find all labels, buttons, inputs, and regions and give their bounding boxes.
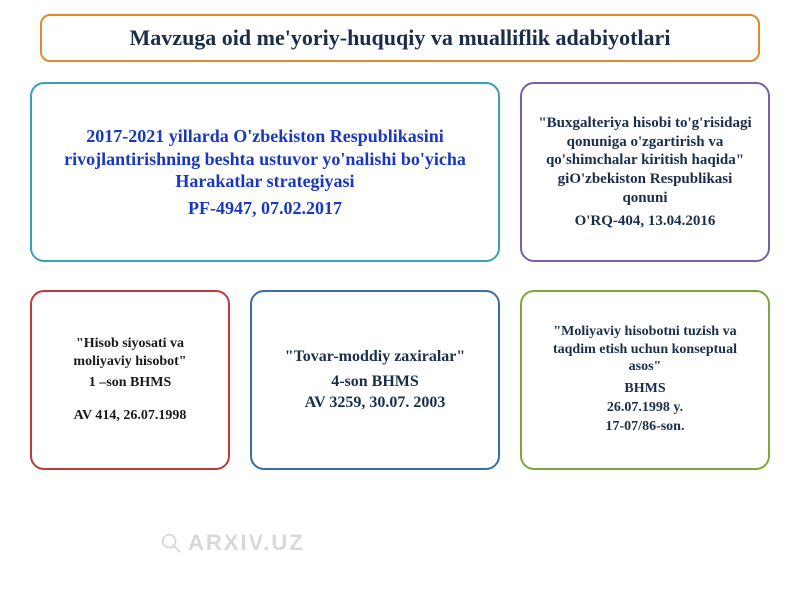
card-ref: PF-4947, 07.02.2017 (188, 197, 342, 220)
card-line: 4-son BHMS (331, 371, 419, 393)
card-title: "Tovar-moddiy zaxiralar" (285, 347, 466, 367)
card-title: "Hisob siyosati va moliyaviy hisobot" (46, 335, 214, 370)
card-accounting-law: "Buxgalteriya hisobi to'g'risidagi qonun… (520, 82, 770, 262)
card-title: "Moliyaviy hisobotni tuzish va taqdim et… (536, 323, 754, 376)
card-ref: AV 3259, 30.07. 2003 (305, 393, 446, 413)
card-ref: AV 414, 26.07.1998 (74, 407, 187, 425)
card-line: 17-07/86-son. (606, 418, 685, 437)
card-title: 2017-2021 yillarda O'zbekiston Respublik… (46, 125, 484, 193)
card-bhms-4: "Tovar-moddiy zaxiralar" 4-son BHMS AV 3… (250, 290, 500, 470)
card-conceptual-basis: "Moliyaviy hisobotni tuzish va taqdim et… (520, 290, 770, 470)
page-title: Mavzuga oid me'yoriy-huquqiy va muallifl… (130, 25, 671, 51)
page-title-box: Mavzuga oid me'yoriy-huquqiy va muallifl… (40, 14, 760, 62)
watermark: ARXIV.UZ (160, 530, 305, 556)
card-line: BHMS (624, 380, 665, 399)
card-ref: O'RQ-404, 13.04.2016 (575, 212, 716, 231)
card-strategy-2017-2021: 2017-2021 yillarda O'zbekiston Respublik… (30, 82, 500, 262)
card-bhms-1: "Hisob siyosati va moliyaviy hisobot" 1 … (30, 290, 230, 470)
card-line: 26.07.1998 y. (607, 399, 683, 418)
card-title: "Buxgalteriya hisobi to'g'risidagi qonun… (536, 114, 754, 208)
card-line: 1 –son BHMS (89, 374, 171, 393)
